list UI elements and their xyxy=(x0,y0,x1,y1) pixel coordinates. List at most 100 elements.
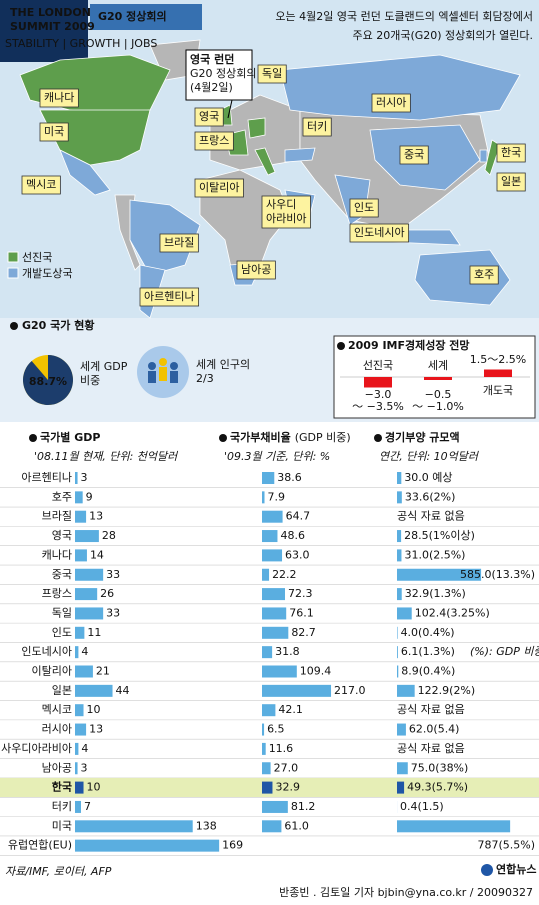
value-label: 44 xyxy=(116,684,130,697)
bar xyxy=(75,781,84,794)
bar xyxy=(262,684,332,697)
map-label: 영국 xyxy=(199,110,219,123)
bar xyxy=(75,665,93,678)
map-label-box xyxy=(257,64,287,84)
category: 인도 xyxy=(52,626,72,639)
bar xyxy=(262,723,265,736)
bar xyxy=(262,472,275,484)
map-label-box xyxy=(139,287,200,307)
value-label: 63.0 xyxy=(285,548,310,561)
bar xyxy=(262,588,286,601)
value-label: 7.9 xyxy=(268,490,286,503)
column-subtitle: 연간, 단위: 10억달러 xyxy=(379,450,479,463)
pie-slice xyxy=(23,355,73,405)
category: 아르헨티나 xyxy=(21,471,72,484)
bar xyxy=(262,646,273,659)
value-label: 공식 자료 없음 xyxy=(397,742,465,755)
bar xyxy=(75,568,104,581)
category: 미국 xyxy=(52,819,72,832)
category: 중국 xyxy=(52,568,72,581)
value-label: 38.6 xyxy=(277,471,302,484)
value-label: 13 xyxy=(89,723,103,736)
map-label: 미국 xyxy=(44,125,64,138)
value-label: 585.0(13.3%) xyxy=(460,568,535,581)
map-label: 인도 xyxy=(354,201,374,214)
bar xyxy=(75,762,78,775)
pie-label: 88.7% xyxy=(29,375,67,388)
column-title: 국가별 GDP xyxy=(40,430,100,444)
bar xyxy=(75,800,81,813)
callout-text: G20 정상회의 xyxy=(190,67,257,80)
value-label: 21 xyxy=(96,665,110,678)
value-label: 33 xyxy=(106,606,120,619)
map xyxy=(19,39,521,319)
bar xyxy=(397,646,398,659)
value-label: 14 xyxy=(90,548,104,561)
column-subtitle: '09.3월 기준, 단위: % xyxy=(224,450,330,463)
map-label-box xyxy=(159,233,199,253)
bar xyxy=(397,491,402,504)
bar xyxy=(262,762,271,775)
category: 프랑스 xyxy=(42,587,72,600)
value-label: 31.8 xyxy=(275,645,300,658)
bar xyxy=(262,626,289,639)
value-label: 82.7 xyxy=(291,626,316,639)
bar xyxy=(397,762,408,775)
legend-swatch xyxy=(7,267,19,279)
value-label: 76.1 xyxy=(289,606,314,619)
map-label: 아라비아 xyxy=(266,212,306,225)
map-label-box xyxy=(261,195,311,229)
value-label: 33.6(2%) xyxy=(405,490,456,503)
map-label: 캐나다 xyxy=(44,91,74,104)
value-label: 138 xyxy=(196,819,217,832)
callout-text: 영국 런던 xyxy=(190,52,234,66)
bar xyxy=(262,820,282,833)
map-label: 사우디 xyxy=(266,198,296,211)
value-label: 7 xyxy=(84,800,91,813)
population-text: 2/3 xyxy=(196,372,214,385)
value-label: 28 xyxy=(102,529,116,542)
callout-text: (4월2일) xyxy=(190,80,233,94)
bar xyxy=(75,607,104,620)
value-label: 공식 자료 없음 xyxy=(397,703,465,716)
map-label: 프랑스 xyxy=(199,134,229,147)
bar xyxy=(75,742,79,755)
map-label-box xyxy=(194,131,234,151)
value-label: 48.6 xyxy=(280,529,305,542)
map-label: 이탈리아 xyxy=(199,181,239,194)
imf-title: 2009 IMF경제성장 전망 xyxy=(348,338,470,352)
column-title: 국가부채비율 xyxy=(230,430,291,444)
bar xyxy=(397,781,405,794)
bar xyxy=(397,568,482,581)
category: 사우디아라비아 xyxy=(1,742,72,755)
category: 독일 xyxy=(52,605,72,619)
value-label: 4 xyxy=(81,645,88,658)
value-label: 8.9(0.4%) xyxy=(401,665,455,678)
bar xyxy=(262,742,266,755)
map-label-box xyxy=(39,88,79,108)
bar xyxy=(262,568,270,581)
bar xyxy=(262,704,276,717)
section-title: G20 국가 현황 xyxy=(22,318,94,332)
value-label: 공식 자료 없음 xyxy=(397,510,465,523)
value-label: 28.5(1%이상) xyxy=(404,529,475,542)
category: 인도네시아 xyxy=(21,645,72,658)
category: 일본 xyxy=(52,683,72,697)
value-label: 169 xyxy=(222,839,243,852)
value-label: 30.0 예상 xyxy=(404,471,452,484)
map-label-box xyxy=(349,198,379,218)
bar xyxy=(75,820,193,833)
map-label: 중국 xyxy=(404,148,424,161)
pie-caption: 세계 GDP xyxy=(80,360,128,373)
imf-value: −0.5 xyxy=(425,388,452,401)
value-label: 10 xyxy=(87,703,101,716)
map-label-box xyxy=(194,178,244,198)
bar xyxy=(262,491,265,504)
bar xyxy=(397,820,511,833)
imf-value: 1.5～2.5% xyxy=(470,353,526,366)
map-label: 인도네시아 xyxy=(354,226,405,239)
callout-box xyxy=(185,49,253,101)
category: 영국 xyxy=(52,529,72,542)
map-label: 호주 xyxy=(474,268,494,281)
